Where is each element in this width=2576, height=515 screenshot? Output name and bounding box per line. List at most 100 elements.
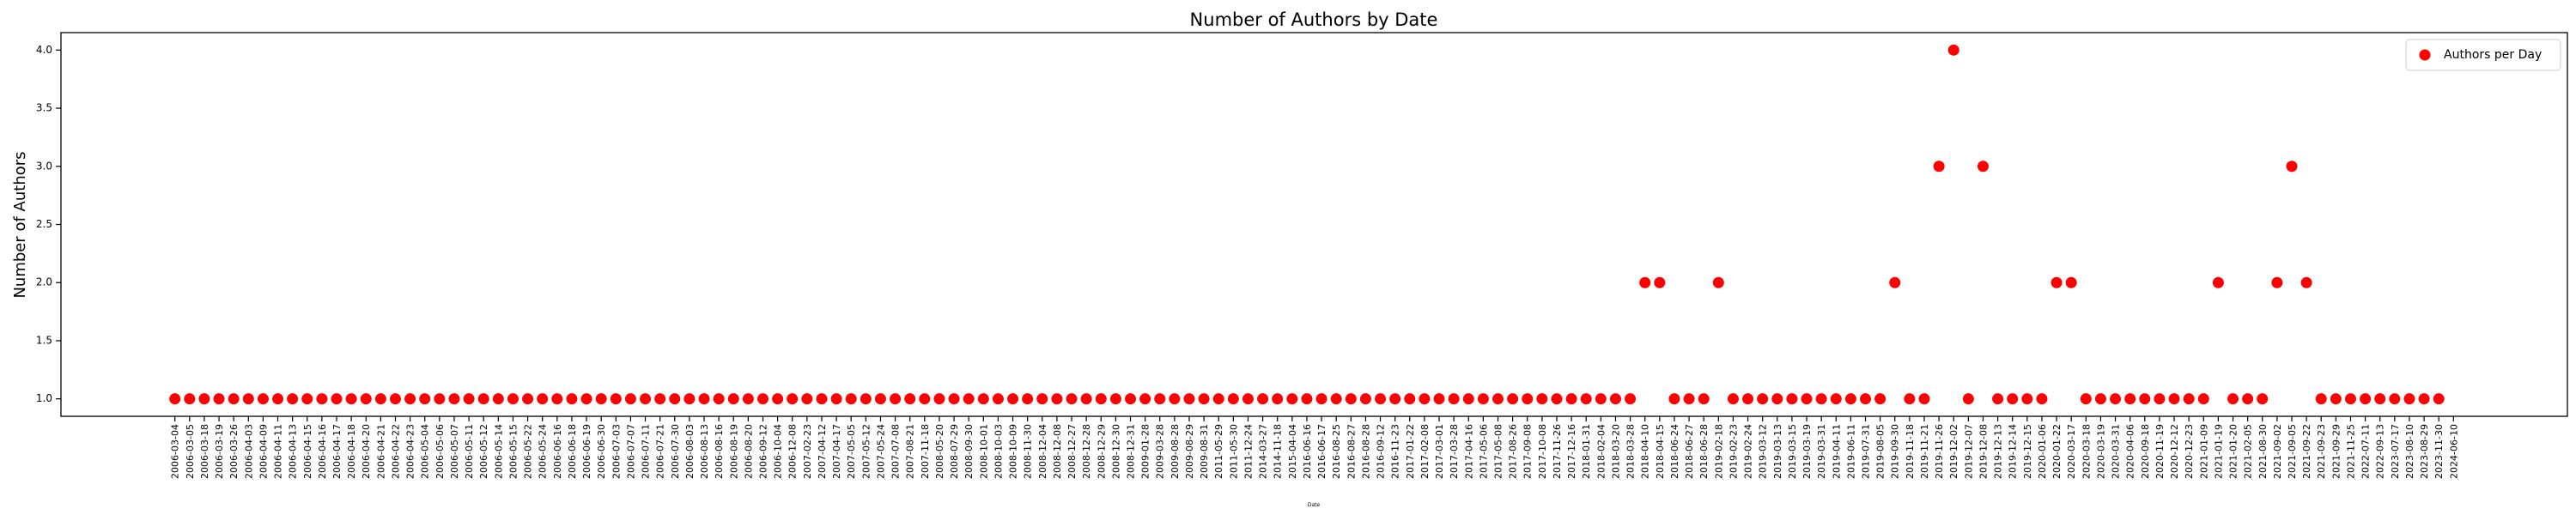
y-tick-label: 2.5 xyxy=(36,218,52,230)
data-point xyxy=(977,393,989,405)
x-tick-label: 2016-08-28 xyxy=(1360,424,1371,479)
x-tick-label: 2017-08-26 xyxy=(1508,424,1519,479)
x-tick-label: 2024-06-10 xyxy=(2448,424,2459,479)
x-tick-label: 2019-02-18 xyxy=(1713,424,1724,479)
x-tick-label: 2006-03-18 xyxy=(199,424,210,479)
data-point xyxy=(1109,393,1121,405)
data-point xyxy=(2389,393,2401,405)
data-point xyxy=(566,393,578,405)
x-tick-label: 2020-12-12 xyxy=(2169,424,2180,479)
data-point xyxy=(301,393,313,405)
x-tick-label: 2016-06-17 xyxy=(1316,424,1327,479)
x-tick-label: 2006-04-18 xyxy=(346,424,357,479)
x-tick-label: 2006-03-26 xyxy=(228,424,240,479)
x-tick-label: 2019-03-12 xyxy=(1758,424,1769,479)
data-point xyxy=(1198,393,1210,405)
data-point xyxy=(830,393,842,405)
x-tick-label: 2023-07-17 xyxy=(2390,424,2401,479)
data-point xyxy=(1124,393,1136,405)
data-point xyxy=(1727,393,1739,405)
data-point xyxy=(537,393,549,405)
data-point xyxy=(890,393,902,405)
data-point xyxy=(2433,393,2445,405)
x-tick-label: 2006-04-13 xyxy=(288,424,299,479)
y-axis-label: Number of Authors xyxy=(11,151,29,298)
data-point xyxy=(1212,393,1224,405)
x-tick-label: 2008-10-09 xyxy=(1008,424,1019,479)
data-point xyxy=(1757,393,1769,405)
x-tick-label: 2007-04-17 xyxy=(831,424,842,479)
data-point xyxy=(2183,393,2195,405)
data-point xyxy=(2344,393,2356,405)
data-point xyxy=(1904,393,1916,405)
x-tick-label: 2017-01-22 xyxy=(1405,424,1416,479)
data-point xyxy=(492,393,504,405)
x-tick-label: 2008-10-03 xyxy=(993,424,1004,479)
x-tick-label: 2006-04-11 xyxy=(273,424,284,479)
data-point xyxy=(2080,393,2092,405)
x-tick-label: 2017-03-01 xyxy=(1434,424,1445,479)
x-tick-label: 2023-08-10 xyxy=(2404,424,2415,479)
x-tick-label: 2009-08-31 xyxy=(1199,424,1210,479)
data-point xyxy=(992,393,1004,405)
data-point xyxy=(198,393,210,405)
x-tick-label: 2019-02-23 xyxy=(1728,424,1739,479)
x-tick-label: 2021-01-19 xyxy=(2213,424,2224,479)
data-point xyxy=(1448,393,1460,405)
data-point xyxy=(1051,393,1063,405)
data-point xyxy=(374,393,386,405)
x-tick-label: 2006-07-21 xyxy=(655,424,666,479)
data-point xyxy=(345,393,357,405)
data-point xyxy=(1507,393,1519,405)
data-point xyxy=(1154,393,1166,405)
data-point xyxy=(683,393,696,405)
data-point xyxy=(2271,276,2283,288)
data-point xyxy=(727,393,739,405)
legend-marker xyxy=(2419,49,2431,61)
data-point xyxy=(1301,393,1313,405)
x-tick-label: 2008-12-04 xyxy=(1037,424,1048,479)
data-point xyxy=(1345,393,1357,405)
x-tick-label: 2021-02-05 xyxy=(2243,424,2254,479)
data-point xyxy=(2212,276,2224,288)
x-tick-label: 2018-03-28 xyxy=(1625,424,1637,479)
y-tick-label: 2.0 xyxy=(36,276,52,288)
data-point xyxy=(228,393,240,405)
x-tick-label: 2006-04-23 xyxy=(405,424,416,479)
data-point xyxy=(2300,276,2312,288)
data-point xyxy=(1860,393,1872,405)
data-point xyxy=(1227,393,1239,405)
data-point xyxy=(1992,393,2004,405)
x-tick-label: 2020-12-23 xyxy=(2184,424,2195,479)
data-point xyxy=(1815,393,1827,405)
data-point xyxy=(1786,393,1798,405)
x-tick-label: 2020-04-06 xyxy=(2125,424,2136,479)
x-tick-label: 2007-05-12 xyxy=(860,424,872,479)
data-point xyxy=(1844,393,1856,405)
data-point xyxy=(2139,393,2151,405)
y-tick-label: 1.0 xyxy=(36,392,52,404)
x-tick-label: 2019-06-11 xyxy=(1845,424,1856,479)
data-point xyxy=(1889,276,1901,288)
data-point xyxy=(1095,393,1107,405)
data-point xyxy=(389,393,401,405)
x-tick-label: 2006-03-19 xyxy=(214,424,225,479)
plot-frame xyxy=(60,32,2568,417)
x-tick-label: 2006-06-16 xyxy=(552,424,563,479)
data-point xyxy=(1874,393,1886,405)
data-point xyxy=(874,393,886,405)
data-point xyxy=(507,393,519,405)
data-point xyxy=(772,393,784,405)
x-tick-label: 2011-05-29 xyxy=(1213,424,1224,479)
x-tick-label: 2020-11-19 xyxy=(2154,424,2166,479)
x-tick-label: 2006-05-24 xyxy=(538,424,549,479)
x-tick-label: 2008-12-28 xyxy=(1081,424,1092,479)
data-point xyxy=(1551,393,1563,405)
data-point xyxy=(213,393,225,405)
data-point xyxy=(595,393,607,405)
x-tick-label: 2006-08-16 xyxy=(714,424,725,479)
x-tick-label: 2017-12-16 xyxy=(1566,424,1577,479)
x-tick-label: 2006-04-20 xyxy=(361,424,372,479)
x-tick-label: 2006-06-30 xyxy=(596,424,607,479)
x-tick-label: 2006-07-03 xyxy=(611,424,622,479)
